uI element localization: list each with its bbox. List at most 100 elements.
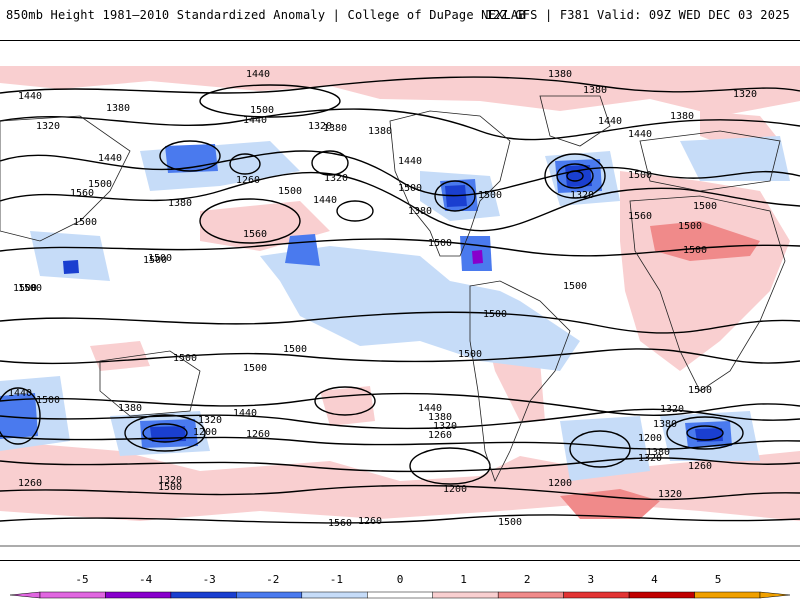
contour-label: 1380	[653, 419, 677, 430]
contour-closed	[124, 414, 206, 452]
contour-label: 1500	[688, 385, 712, 396]
contour-label: 1380	[428, 412, 452, 423]
anomaly-pos1	[0, 66, 800, 116]
colorbar-tick-label: 1	[460, 573, 467, 586]
contour-closed	[142, 423, 188, 443]
contour-label: 1560	[328, 518, 352, 529]
colorbar-arrow-left	[9, 591, 41, 599]
contour-closed	[434, 180, 476, 212]
colorbar-tick-label: 4	[651, 573, 658, 586]
contour-label: 1320	[36, 121, 60, 132]
contour-line	[0, 108, 800, 141]
contour-label: 1320	[158, 475, 182, 486]
model-run-info: 12Z GFS | F381 Valid: 09Z WED DEC 03 202…	[485, 8, 790, 22]
contour-line	[0, 484, 800, 501]
anomaly-neg1	[560, 416, 650, 481]
contour-label: 1440	[246, 69, 270, 80]
contour-closed	[311, 150, 349, 176]
contour-label: 1500	[478, 190, 502, 201]
contour-label: 1320	[433, 421, 457, 432]
contour-closed	[314, 386, 376, 416]
contour-label: 1260	[246, 429, 270, 440]
colorbar-swatch	[563, 591, 630, 599]
contour-label: 1440	[243, 115, 267, 126]
anomaly-neg3	[63, 260, 79, 274]
colorbar-tick-label: -5	[75, 573, 89, 586]
contour-label: 1320	[733, 89, 757, 100]
contour-label: 1260	[428, 430, 452, 441]
colorbar-swatch	[367, 591, 433, 599]
contour-label: 1500	[143, 255, 167, 266]
colorbar-tick-label: 2	[523, 573, 531, 586]
anomaly-pos1	[90, 341, 150, 371]
anomaly-neg2	[0, 393, 38, 439]
anomaly-neg4	[472, 250, 483, 264]
contour-line	[0, 311, 800, 334]
europe-outline	[639, 130, 781, 192]
asia-outline	[0, 115, 131, 242]
colorbar-swatch	[236, 591, 303, 599]
contour-label: 1380	[583, 85, 607, 96]
anomaly-neg1	[260, 246, 580, 371]
contour-label: 1380	[368, 126, 392, 137]
contour-label: 1380	[646, 447, 670, 458]
anomaly-neg1	[30, 231, 110, 281]
contour-line	[0, 514, 800, 524]
contour-label: 1320	[324, 173, 348, 184]
colorbar-tick-label: -1	[329, 573, 344, 586]
contour-label: 1440	[98, 153, 122, 164]
contour-label: 1200	[443, 484, 467, 495]
contour-label: 1320	[198, 415, 222, 426]
contour-label: 1500	[158, 482, 182, 493]
australia-outline	[99, 350, 201, 417]
contour-label: 1440	[313, 195, 337, 206]
contour-label: 1500	[683, 245, 707, 256]
colorbar-tick-label: -4	[138, 573, 153, 586]
colorbar-tick-label: -2	[266, 573, 280, 586]
contour-line	[0, 150, 800, 197]
contour-line	[0, 348, 800, 365]
contour-label: 1380	[670, 111, 694, 122]
contour-label: 1500	[73, 217, 97, 228]
negative-anomaly-layer	[0, 136, 790, 481]
south-america-outline	[469, 280, 571, 483]
contour-label: 1500	[250, 105, 274, 116]
contour-line	[0, 76, 800, 94]
contour-closed	[569, 430, 631, 468]
contour-line	[0, 408, 800, 430]
greenland-outline	[539, 95, 611, 147]
contour-label: 1380	[548, 69, 572, 80]
contour-closed	[229, 153, 261, 175]
contour-label: 1320	[660, 404, 684, 415]
contour-label: 1260	[18, 478, 42, 489]
contour-label: 1500	[148, 253, 172, 264]
contour-label: 1380	[106, 103, 130, 114]
contour-label: 1500	[243, 363, 267, 374]
contour-label: 1440	[398, 156, 422, 167]
contour-label: 1440	[418, 403, 442, 414]
north-america-outline	[389, 110, 511, 257]
colorbar-swatch	[694, 591, 761, 599]
contour-label: 1320	[308, 121, 332, 132]
contour-label: 1500	[398, 183, 422, 194]
contour-label: 1500	[428, 238, 452, 249]
colorbar-swatch	[497, 591, 564, 599]
anomaly-pos1	[320, 386, 375, 426]
contour-label: 1500	[283, 344, 307, 355]
header: 850mb Height 1981–2010 Standardized Anom…	[0, 0, 800, 34]
contour-label: 1440	[233, 408, 257, 419]
contour-label: 1500	[678, 221, 702, 232]
contour-label: 1440	[18, 91, 42, 102]
contour-line	[0, 171, 800, 232]
contour-closed	[556, 163, 594, 189]
contour-label: 1320	[638, 453, 662, 464]
colorbar-swatch	[39, 591, 106, 599]
contour-label: 1200	[548, 478, 572, 489]
anomaly-neg1	[680, 136, 790, 181]
contour-label: 1500	[88, 179, 112, 190]
contour-label: 1440	[8, 388, 32, 399]
contour-label: 1320	[658, 489, 682, 500]
contour-label: 1440	[598, 116, 622, 127]
